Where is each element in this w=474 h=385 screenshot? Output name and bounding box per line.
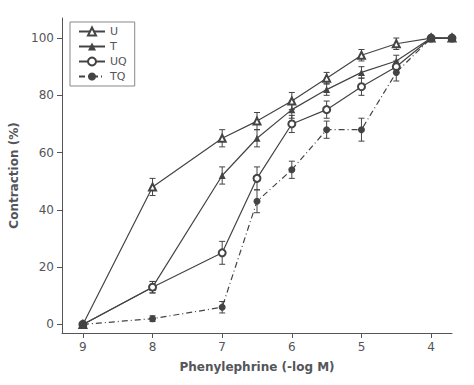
svg-text:20: 20	[39, 260, 54, 274]
svg-text:4: 4	[427, 340, 435, 354]
svg-text:8: 8	[149, 340, 157, 354]
svg-text:100: 100	[31, 31, 54, 45]
svg-text:9: 9	[79, 340, 87, 354]
svg-text:Contraction (%): Contraction (%)	[7, 122, 21, 228]
svg-text:UQ: UQ	[110, 55, 127, 68]
svg-text:80: 80	[39, 88, 54, 102]
svg-text:0: 0	[46, 317, 54, 331]
svg-text:Phenylephrine (-log M): Phenylephrine (-log M)	[179, 360, 334, 374]
svg-text:60: 60	[39, 146, 54, 160]
svg-text:40: 40	[39, 203, 54, 217]
svg-text:6: 6	[288, 340, 296, 354]
svg-text:T: T	[109, 40, 117, 53]
svg-text:7: 7	[218, 340, 226, 354]
svg-text:U: U	[110, 25, 118, 38]
svg-text:5: 5	[358, 340, 366, 354]
svg-text:TQ: TQ	[109, 70, 126, 83]
